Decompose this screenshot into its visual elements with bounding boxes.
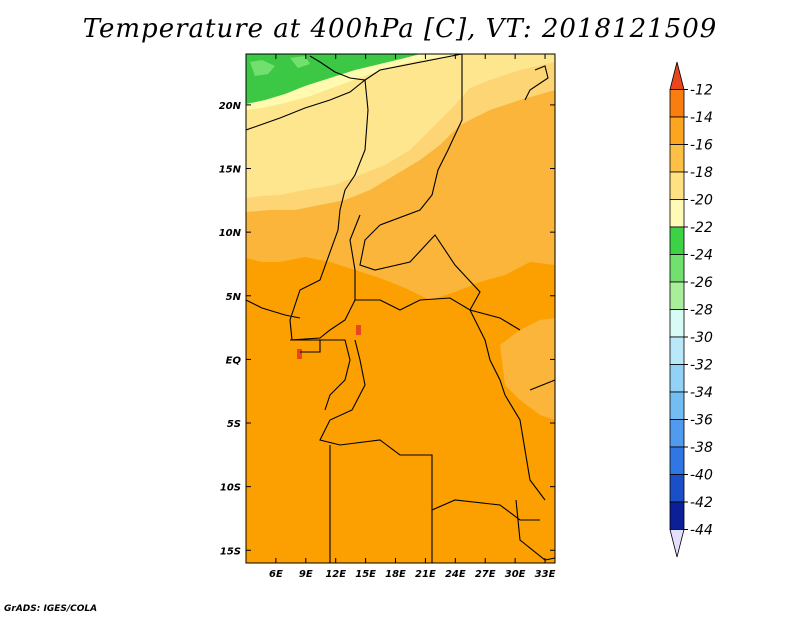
colorbar-segment bbox=[669, 391, 685, 420]
temperature-field bbox=[246, 54, 555, 563]
x-axis: 6E 9E 12E 15E 18E 21E 24E 27E 30E 33E bbox=[269, 54, 556, 580]
colorbar-label: -36 bbox=[690, 413, 713, 429]
colorbar-segment bbox=[669, 89, 685, 118]
y-tick-label: 10N bbox=[219, 228, 242, 239]
x-tick-label: 21E bbox=[415, 569, 436, 580]
colorbar-label: -22 bbox=[690, 220, 713, 236]
colorbar-label: -24 bbox=[690, 248, 713, 264]
colorbar-label: -44 bbox=[690, 523, 713, 539]
y-tick-label: EQ bbox=[226, 355, 242, 366]
grads-credit: GrADS: IGES/COLA bbox=[4, 604, 98, 614]
colorbar-label: -26 bbox=[690, 275, 713, 291]
y-tick-label: 15S bbox=[220, 546, 241, 557]
colorbar-label: -28 bbox=[690, 303, 713, 319]
spot-minus12-a bbox=[356, 325, 361, 335]
colorbar-segment bbox=[669, 116, 685, 145]
chart-title: Temperature at 400hPa [C], VT: 201812150… bbox=[82, 14, 718, 44]
colorbar-label: -32 bbox=[690, 358, 713, 374]
colorbar-segment bbox=[669, 501, 685, 530]
colorbar-label: -40 bbox=[690, 468, 713, 484]
colorbar: -12 -14 -16 -18 -20 -22 -24 -26 -28 -30 -32 -34 -36 -… bbox=[669, 61, 713, 558]
country-borders bbox=[246, 54, 555, 563]
y-tick-label: 5S bbox=[227, 419, 241, 430]
colorbar-segment bbox=[669, 336, 685, 365]
x-tick-label: 6E bbox=[269, 569, 283, 580]
colorbar-segment bbox=[669, 281, 685, 310]
x-tick-label: 12E bbox=[325, 569, 346, 580]
x-tick-label: 18E bbox=[385, 569, 406, 580]
colorbar-segment bbox=[669, 446, 685, 475]
y-tick-label: 10S bbox=[220, 483, 241, 494]
colorbar-label: -38 bbox=[690, 440, 713, 456]
colorbar-segment bbox=[669, 171, 685, 200]
x-tick-label: 15E bbox=[355, 569, 376, 580]
colorbar-label: -16 bbox=[690, 138, 713, 154]
colorbar-segment bbox=[669, 254, 685, 283]
colorbar-label: -14 bbox=[690, 110, 713, 126]
x-tick-label: 27E bbox=[475, 569, 496, 580]
x-tick-label: 24E bbox=[445, 569, 466, 580]
colorbar-triangle-bottom bbox=[669, 529, 685, 558]
x-tick-label: 33E bbox=[535, 569, 556, 580]
colorbar-segment bbox=[669, 364, 685, 393]
band-minus26 bbox=[250, 56, 310, 76]
colorbar-label: -42 bbox=[690, 495, 713, 511]
colorbar-label: -34 bbox=[690, 385, 713, 401]
band-minus16-east bbox=[500, 318, 555, 420]
colorbar-segment bbox=[669, 226, 685, 255]
y-tick-label: 20N bbox=[219, 101, 242, 112]
x-tick-label: 30E bbox=[505, 569, 526, 580]
map-frame bbox=[245, 53, 556, 564]
colorbar-label: -12 bbox=[690, 83, 713, 99]
spot-minus12-b bbox=[297, 349, 302, 359]
colorbar-segment bbox=[669, 474, 685, 503]
colorbar-triangle-top bbox=[669, 61, 685, 90]
band-minus24 bbox=[246, 54, 420, 104]
colorbar-label: -30 bbox=[690, 330, 713, 346]
colorbar-segment bbox=[669, 199, 685, 228]
y-tick-label: 5N bbox=[226, 292, 242, 303]
colorbar-segment bbox=[669, 144, 685, 173]
x-tick-label: 9E bbox=[299, 569, 313, 580]
colorbar-label: -18 bbox=[690, 165, 713, 181]
y-tick-label: 15N bbox=[219, 165, 242, 176]
y-axis: 20N 15N 10N 5N EQ 5S 10S 15S bbox=[219, 101, 555, 557]
colorbar-label: -20 bbox=[690, 193, 713, 209]
colorbar-segment bbox=[669, 309, 685, 338]
colorbar-segment bbox=[669, 419, 685, 448]
